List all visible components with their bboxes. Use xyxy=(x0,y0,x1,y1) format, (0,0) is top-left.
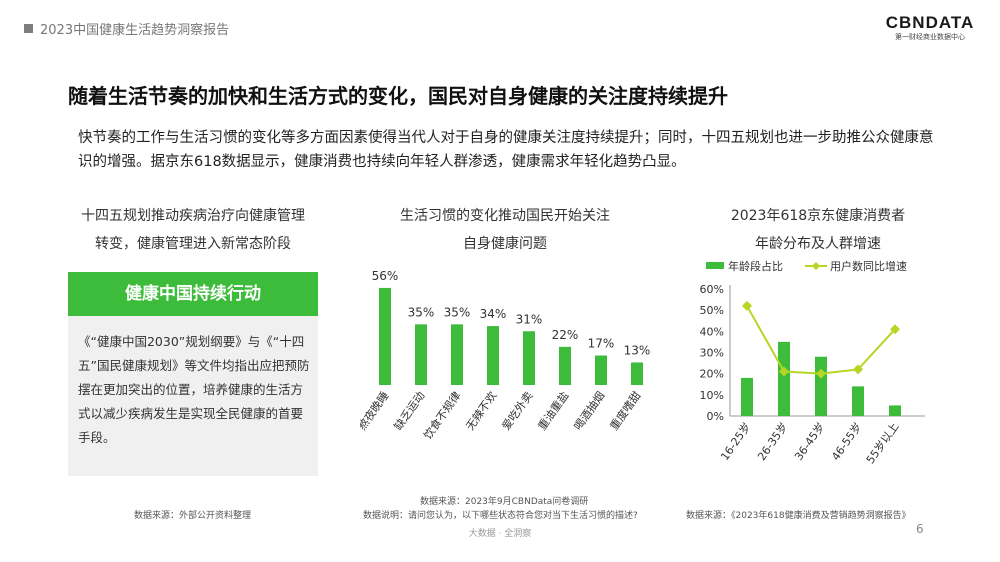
right-panel-title: 2023年618京东健康消费者 年龄分布及人群增速 xyxy=(688,202,948,258)
age-combo-chart: 年龄段占比 用户数同比增速 0% 10% 20% 30% 40% 50% 60% 16-25岁 26… xyxy=(700,259,925,467)
growth-point xyxy=(742,300,752,311)
header-square-icon xyxy=(24,24,33,33)
page-headline: 随着生活节奏的加快和生活方式的变化，国民对自身健康的关注度持续提升 xyxy=(68,84,728,108)
age-bar xyxy=(889,405,901,416)
habit-category-label: 喝酒抽烟 xyxy=(571,389,608,433)
left-title-line2: 转变，健康管理进入新常态阶段 xyxy=(95,236,291,252)
habit-value-label: 13% xyxy=(624,343,651,357)
policy-box xyxy=(68,316,318,476)
left-source: 数据来源：外部公开资料整理 xyxy=(134,511,252,521)
habit-bar xyxy=(631,362,643,385)
mid-panel-title: 生活习惯的变化推动国民开始关注 自身健康问题 xyxy=(370,202,640,258)
habit-bar xyxy=(523,331,535,385)
footer-tagline: 大数据 · 全洞察 xyxy=(468,529,532,539)
habit-bar xyxy=(415,324,427,385)
growth-point xyxy=(853,364,863,375)
intro-paragraph: 快节奏的工作与生活习惯的变化等多方面因素使得当代人对于自身的健康关注度持续提升；… xyxy=(78,130,934,170)
legend-line-marker xyxy=(812,262,820,270)
habit-bar xyxy=(595,355,607,385)
habit-value-label: 35% xyxy=(408,305,435,319)
habit-bar xyxy=(379,287,391,385)
habit-category-label: 重度嗜甜 xyxy=(607,389,644,433)
mid-source: 数据来源：2023年9月CBNData问卷调研 xyxy=(420,497,589,507)
age-category-label: 16-25岁 xyxy=(717,420,753,463)
left-panel-title: 十四五规划推动疾病治疗向健康管理 转变，健康管理进入新常态阶段 xyxy=(58,202,328,258)
healthy-china-box: 健康中国持续行动 xyxy=(68,272,318,316)
habit-bar xyxy=(487,326,499,385)
age-category-label: 55岁以上 xyxy=(863,420,901,467)
left-title-line1: 十四五规划推动疾病治疗向健康管理 xyxy=(81,208,305,224)
page-number: 6 xyxy=(916,522,924,536)
y-tick-label: 10% xyxy=(700,389,724,402)
right-title-line1: 2023年618京东健康消费者 xyxy=(730,208,906,224)
growth-point xyxy=(816,368,826,379)
legend-bar-label: 年龄段占比 xyxy=(728,259,783,273)
habit-category-label: 爱吃外卖 xyxy=(500,389,536,432)
growth-point xyxy=(779,366,789,377)
y-tick-label: 20% xyxy=(700,368,724,381)
habit-bar xyxy=(451,324,463,385)
age-bar xyxy=(741,377,753,416)
y-tick-label: 40% xyxy=(700,325,724,338)
habit-value-label: 31% xyxy=(516,312,543,326)
right-title-line2: 年龄分布及人群增速 xyxy=(755,236,881,252)
age-category-label: 46-55岁 xyxy=(828,420,864,463)
age-category-label: 36-45岁 xyxy=(791,420,827,463)
habit-category-label: 重油重盐 xyxy=(535,389,572,433)
habits-bar-chart: 56%熬夜晚睡35%缺乏运动35%饮食不规律34%无辣不欢31%爱吃外卖22%重… xyxy=(360,269,651,442)
age-bar xyxy=(815,356,827,416)
habit-category-label: 缺乏运动 xyxy=(391,389,428,433)
policy-paragraph: 《“健康中国2030”规划纲要》与《“十四五”国民健康规划》等文件均指出应把预防… xyxy=(78,334,310,445)
age-bar xyxy=(852,386,864,416)
y-tick-label: 50% xyxy=(700,304,724,317)
mid-note: 数据说明：请问您认为，以下哪些状态符合您对当下生活习惯的描述? xyxy=(363,511,638,521)
age-bar xyxy=(778,341,790,416)
legend-bar-swatch xyxy=(706,262,724,269)
habit-value-label: 34% xyxy=(480,307,507,321)
habit-value-label: 35% xyxy=(444,305,471,319)
habit-category-label: 熬夜晚睡 xyxy=(360,389,391,433)
mid-title-line2: 自身健康问题 xyxy=(463,236,547,252)
y-tick-label: 0% xyxy=(707,410,724,423)
right-source: 数据来源：《2023年618健康消费及营销趋势洞察报告》 xyxy=(686,511,911,521)
habit-category-label: 无辣不欢 xyxy=(463,389,500,433)
age-category-label: 26-35岁 xyxy=(754,420,790,463)
habit-value-label: 56% xyxy=(372,269,399,283)
legend-line-label: 用户数同比增速 xyxy=(830,259,907,273)
logo-sub-text: 第一财经商业数据中心 xyxy=(895,33,965,41)
report-title: 2023中国健康生活趋势洞察报告 xyxy=(40,23,230,38)
y-tick-label: 60% xyxy=(700,283,724,296)
habit-bar xyxy=(559,346,571,385)
growth-point xyxy=(890,324,900,335)
y-tick-label: 30% xyxy=(700,347,724,360)
mid-title-line1: 生活习惯的变化推动国民开始关注 xyxy=(400,208,610,224)
habit-value-label: 22% xyxy=(552,328,579,342)
logo-main-text: CBNDATA xyxy=(885,13,975,32)
cbndata-logo: CBNDATA 第一财经商业数据中心 xyxy=(880,14,980,42)
habit-value-label: 17% xyxy=(588,337,615,351)
